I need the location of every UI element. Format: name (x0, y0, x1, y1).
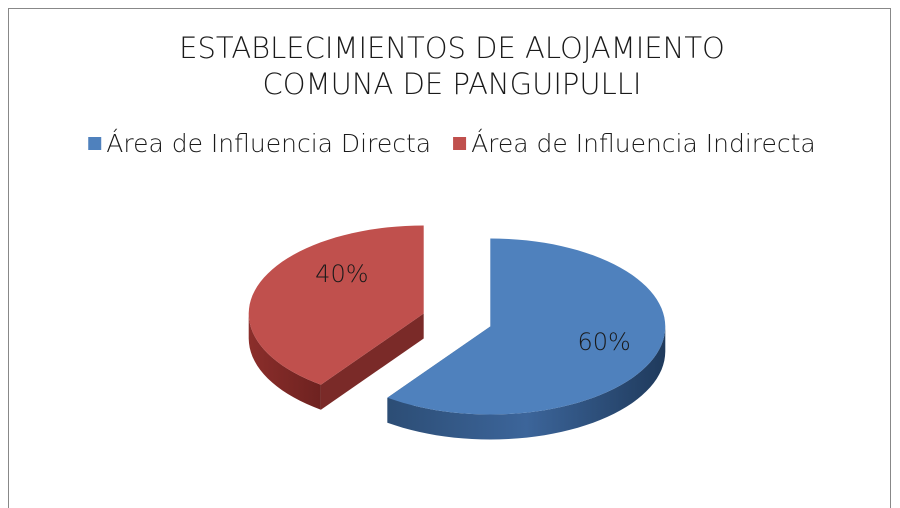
chart-title: COMUNA DE PANGUIPULLI (263, 67, 642, 101)
data-label: 40% (315, 260, 368, 288)
slice-side (320, 313, 424, 410)
slice-wall (387, 326, 666, 440)
pie-slice (248, 225, 424, 385)
legend-swatch (453, 137, 467, 150)
pie-slice (387, 238, 666, 415)
legend-label: Área de Influencia Indirecta (471, 129, 816, 158)
slice-wall (248, 313, 321, 410)
legend-label: Área de Influencia Directa (106, 129, 431, 158)
data-label: 60% (577, 328, 630, 356)
chart-title: ESTABLECIMIENTOS DE ALOJAMIENTO (179, 31, 725, 65)
legend-swatch (88, 137, 102, 150)
